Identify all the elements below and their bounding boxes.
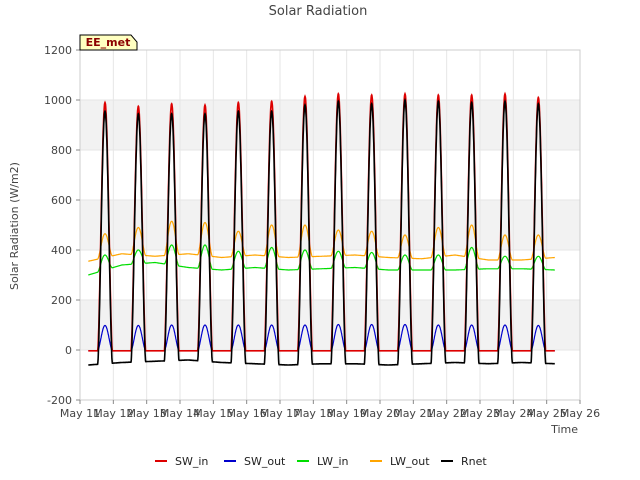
y-tick-label: -200	[47, 394, 72, 407]
x-tick-label: May 25	[527, 407, 567, 420]
legend-label-sw-out: SW_out	[244, 455, 286, 468]
legend-label-lw-in: LW_in	[317, 455, 349, 468]
x-tick-label: May 18	[293, 407, 333, 420]
plot-band	[80, 350, 580, 400]
legend-label-lw-out: LW_out	[390, 455, 430, 468]
y-tick-label: 800	[51, 144, 72, 157]
station-label-box: EE_met	[79, 34, 138, 51]
x-tick-label: May 21	[393, 407, 433, 420]
x-tick-label: May 14	[160, 407, 200, 420]
plot-area-bands	[80, 50, 580, 400]
x-tick-label: May 11	[60, 407, 100, 420]
x-tick-label: May 13	[127, 407, 167, 420]
series-lines	[88, 91, 555, 366]
plot-band	[80, 250, 580, 300]
legend-label-sw-in: SW_in	[175, 455, 208, 468]
y-tick-label: 600	[51, 194, 72, 207]
x-tick-label: May 20	[360, 407, 400, 420]
plot-band	[80, 300, 580, 350]
y-tick-label: 400	[51, 244, 72, 257]
y-tick-label: 1000	[44, 94, 72, 107]
x-axis-label: Time	[550, 423, 578, 436]
x-tick-label: May 16	[227, 407, 267, 420]
legend-label-rnet: Rnet	[461, 455, 487, 468]
x-tick-label: May 24	[493, 407, 533, 420]
plot-band	[80, 150, 580, 200]
y-tick-label: 1200	[44, 44, 72, 57]
y-axis-label: Solar Radiation (W/m2)	[8, 162, 21, 290]
y-axis-ticks: -200 0 200 400 600 800 1000 1200	[44, 44, 80, 407]
x-tick-label: May 19	[327, 407, 367, 420]
plot-frame	[79, 49, 581, 401]
x-tick-label: May 12	[93, 407, 133, 420]
x-tick-label: May 22	[427, 407, 467, 420]
plot-band	[80, 200, 580, 250]
plot-band	[80, 100, 580, 150]
station-label: EE_met	[86, 36, 131, 49]
y-tick-label: 200	[51, 294, 72, 307]
x-tick-label: May 15	[193, 407, 233, 420]
y-tick-label: 0	[65, 344, 72, 357]
chart-title: Solar Radiation	[269, 4, 368, 19]
x-tick-label: May 17	[260, 407, 300, 420]
legend: SW_in SW_out LW_in LW_out Rnet	[155, 455, 487, 468]
x-tick-label: May 23	[460, 407, 500, 420]
series-line-rnet	[88, 97, 555, 366]
plot-band	[80, 50, 580, 100]
x-tick-label: May 26	[560, 407, 600, 420]
